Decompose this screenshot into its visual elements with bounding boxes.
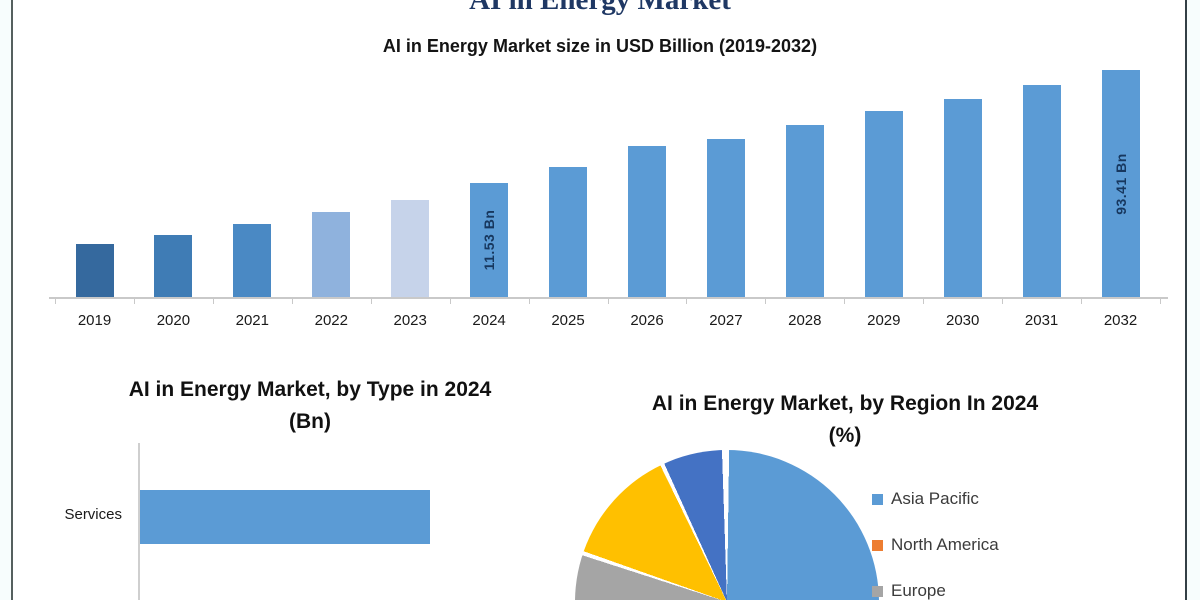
x-axis-label-2026: 2026	[630, 312, 664, 329]
x-axis-tick	[133, 299, 135, 304]
x-axis-line	[49, 297, 1168, 299]
legend-item-asia-pacific: Asia Pacific	[872, 489, 979, 509]
type-chart-title-line2: (Bn)	[289, 409, 331, 433]
x-axis-tick	[291, 299, 293, 304]
x-axis-tick	[449, 299, 451, 304]
x-axis-label-2020: 2020	[156, 312, 191, 329]
bar-2019	[75, 244, 114, 297]
x-axis-label-2025: 2025	[551, 312, 585, 329]
frame-edge-left	[0, 0, 11, 600]
legend-item-europe: Europe	[872, 581, 946, 600]
x-axis-tick	[370, 299, 372, 304]
frame-border-left	[11, 0, 13, 600]
x-axis-tick	[923, 299, 925, 304]
legend-item-north-america: North America	[872, 535, 999, 555]
x-axis-tick	[607, 299, 609, 304]
legend-label: Europe	[891, 581, 946, 600]
frame-border-right	[1185, 0, 1187, 600]
x-axis-label-2030: 2030	[946, 312, 980, 329]
x-axis-label-2019: 2019	[77, 312, 112, 329]
region-chart-title-line1: AI in Energy Market, by Region In 2024	[651, 392, 1039, 415]
bar-2029	[864, 111, 903, 297]
x-axis-label-2032: 2032	[1103, 312, 1138, 329]
x-axis-label-2024: 2024	[472, 312, 506, 329]
bar-value-label-2032: 93.41 Bn	[1112, 152, 1129, 215]
page-title: AI in Energy Market	[469, 0, 731, 16]
type-chart-title: AI in Energy Market, by Type in 2024 (Bn…	[60, 374, 560, 437]
bar-2030	[943, 99, 982, 297]
x-axis-tick	[1081, 299, 1083, 304]
legend-swatch-asia-pacific	[872, 493, 883, 505]
bar-value-label-2024: 11.53 Bn	[481, 209, 498, 271]
legend-label: Asia Pacific	[891, 489, 979, 508]
type-category-label-services: Services	[64, 506, 122, 523]
x-axis-label-2029: 2029	[867, 312, 901, 329]
legend-label: North America	[891, 535, 999, 554]
x-axis-tick	[686, 299, 688, 304]
bar-2032: 93.41 Bn	[1101, 70, 1140, 297]
legend-swatch-europe	[872, 585, 883, 597]
x-axis-label-2027: 2027	[709, 312, 743, 329]
x-axis-tick	[1002, 299, 1004, 304]
bar-2020	[154, 235, 193, 297]
x-axis-tick	[55, 299, 56, 304]
bar-2023	[391, 200, 430, 297]
x-axis-label-2022: 2022	[314, 312, 348, 329]
x-axis-tick	[765, 299, 767, 304]
region-chart-title-line2: (%)	[828, 423, 862, 447]
type-bar-services	[140, 490, 430, 544]
x-axis-label-2023: 2023	[393, 312, 427, 329]
x-axis-tick	[1160, 299, 1161, 304]
legend-swatch-north-america	[872, 539, 883, 551]
region-pie	[575, 450, 879, 600]
x-axis-label-2031: 2031	[1024, 312, 1059, 329]
bar-2022	[312, 212, 351, 297]
type-chart-title-line1: AI in Energy Market, by Type in 2024	[128, 378, 492, 401]
bar-2024: 11.53 Bn	[470, 183, 509, 297]
bar-2021	[233, 224, 272, 297]
x-axis-tick	[844, 299, 846, 304]
bar-chart-title: AI in Energy Market size in USD Billion …	[382, 36, 818, 56]
bar-2027	[706, 139, 745, 297]
frame-edge-right	[1187, 0, 1200, 600]
bar-2026	[628, 146, 666, 297]
x-axis-tick	[212, 299, 214, 304]
bar-2028	[785, 125, 824, 297]
x-axis-label-2021: 2021	[235, 312, 269, 329]
bar-chart-plot-area: 2019 2020 2021 2022 2023 11.53 Bn 2024 2025 2026…	[49, 67, 1168, 329]
type-chart-y-axis-line	[138, 443, 140, 600]
bar-2031	[1022, 85, 1061, 297]
x-axis-tick	[528, 299, 530, 304]
region-chart-title: AI in Energy Market, by Region In 2024 (…	[610, 388, 1080, 451]
bar-2025	[549, 167, 587, 297]
x-axis-label-2028: 2028	[788, 312, 822, 329]
